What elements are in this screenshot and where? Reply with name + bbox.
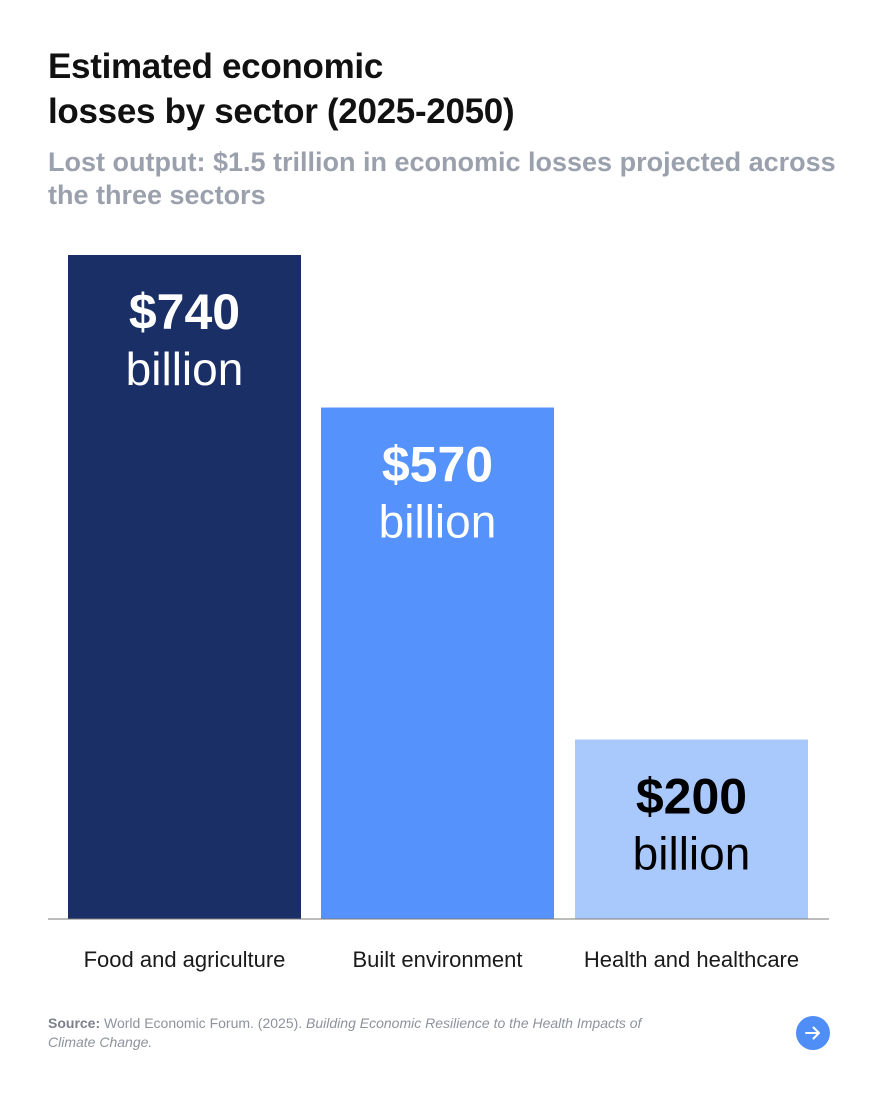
bar-value-label-1: $740 <box>129 284 240 340</box>
chart-subtitle: Lost output: $1.5 trillion in economic l… <box>48 147 836 210</box>
source-title: Building Economic Resilience to the Heal… <box>48 1015 642 1050</box>
chart-title: Estimated economic losses by sector (202… <box>48 44 828 134</box>
bar-1 <box>68 255 301 919</box>
chart-title-line-2: losses by sector (2025-2050) <box>48 92 515 131</box>
bar-unit-label-2: billion <box>379 496 497 548</box>
category-label-2: Built environment <box>353 947 523 972</box>
source-label: Source: <box>48 1015 101 1031</box>
bar-value-label-3: $200 <box>636 769 747 825</box>
source-note: Source: World Economic Forum. (2025). Bu… <box>48 1014 668 1052</box>
category-label-1: Food and agriculture <box>84 947 286 972</box>
category-labels-group: Food and agriculture Built environment Hea… <box>84 947 800 972</box>
bar-unit-label-3: billion <box>633 828 751 880</box>
bar-unit-label-1: billion <box>126 343 244 395</box>
chart-title-line-1: Estimated economic <box>48 47 383 86</box>
arrow-right-icon <box>805 1026 820 1040</box>
bar-3 <box>575 739 808 919</box>
bar-value-label-2: $570 <box>382 437 493 493</box>
category-label-3: Health and healthcare <box>584 947 799 972</box>
bar-2 <box>321 407 554 919</box>
source-text: World Economic Forum. (2025). <box>100 1015 307 1031</box>
next-button[interactable] <box>796 1016 830 1050</box>
